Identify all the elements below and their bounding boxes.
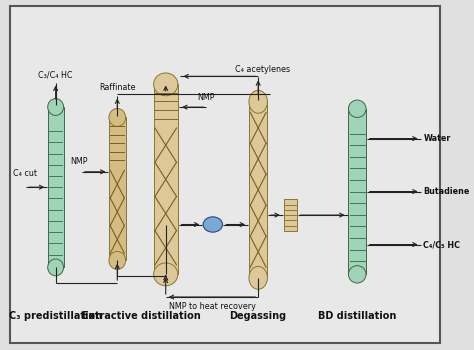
Ellipse shape <box>348 100 366 118</box>
Text: C₄ acetylenes: C₄ acetylenes <box>235 65 290 74</box>
Bar <box>154 84 178 274</box>
Bar <box>348 109 366 274</box>
Text: NMP to heat recovery: NMP to heat recovery <box>169 302 255 311</box>
Text: NMP: NMP <box>198 93 215 102</box>
Text: Butadiene: Butadiene <box>423 187 470 196</box>
Text: C₄/C₅ HC: C₄/C₅ HC <box>423 240 460 249</box>
Bar <box>48 107 64 267</box>
Ellipse shape <box>109 108 126 126</box>
Bar <box>284 199 297 231</box>
Text: Raffinate: Raffinate <box>99 83 136 92</box>
Ellipse shape <box>249 90 267 113</box>
Circle shape <box>203 217 222 232</box>
Text: C₃ predistillation: C₃ predistillation <box>9 311 102 321</box>
Ellipse shape <box>154 73 178 96</box>
Ellipse shape <box>109 251 126 270</box>
Text: Degassing: Degassing <box>229 311 287 321</box>
Ellipse shape <box>154 263 178 286</box>
Text: Extractive distillation: Extractive distillation <box>82 311 201 321</box>
Text: NMP: NMP <box>70 156 88 166</box>
Bar <box>249 102 267 278</box>
Ellipse shape <box>348 266 366 283</box>
Bar <box>109 118 126 260</box>
Text: BD distillation: BD distillation <box>318 311 396 321</box>
Text: Water: Water <box>423 134 451 143</box>
Text: C₄ cut: C₄ cut <box>13 169 37 178</box>
Ellipse shape <box>249 266 267 289</box>
Ellipse shape <box>48 99 64 116</box>
Text: C₃/C₄ HC: C₃/C₄ HC <box>38 70 73 79</box>
Ellipse shape <box>48 259 64 276</box>
